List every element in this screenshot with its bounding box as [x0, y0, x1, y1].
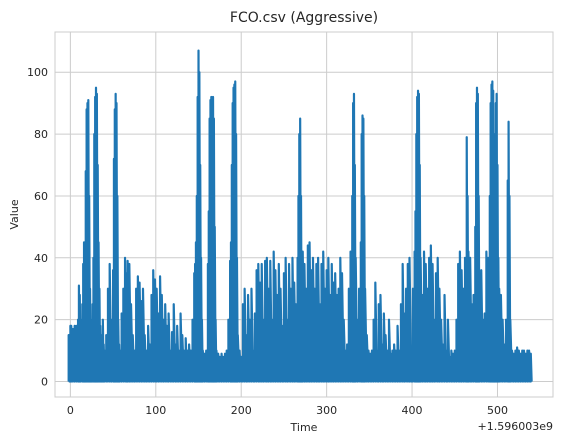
y-tick-label: 0	[41, 376, 48, 389]
x-tick-labels: 0 100 200 300 400 500	[67, 404, 508, 417]
y-tick-label: 20	[34, 314, 48, 327]
plot-frame	[54, 31, 554, 398]
series-group	[67, 49, 533, 383]
x-tick-label: 300	[316, 404, 337, 417]
y-tick-labels: 0 20 40 60 80 100	[27, 66, 48, 388]
y-tick-label: 80	[34, 128, 48, 141]
series-line	[67, 49, 533, 383]
x-axis-offset-label: +1.596003e9	[478, 420, 553, 433]
x-tick-label: 0	[67, 404, 74, 417]
y-tick-label: 60	[34, 190, 48, 203]
chart-title: FCO.csv (Aggressive)	[230, 10, 378, 26]
x-tick-label: 400	[402, 404, 423, 417]
y-axis-label: Value	[8, 199, 21, 229]
y-tick-label: 100	[27, 66, 48, 79]
y-tick-label: 40	[34, 252, 48, 265]
x-tick-label: 200	[231, 404, 252, 417]
x-tick-label: 500	[487, 404, 508, 417]
x-tick-label: 100	[145, 404, 166, 417]
plot-area	[54, 31, 554, 398]
x-axis-label: Time	[290, 421, 318, 434]
